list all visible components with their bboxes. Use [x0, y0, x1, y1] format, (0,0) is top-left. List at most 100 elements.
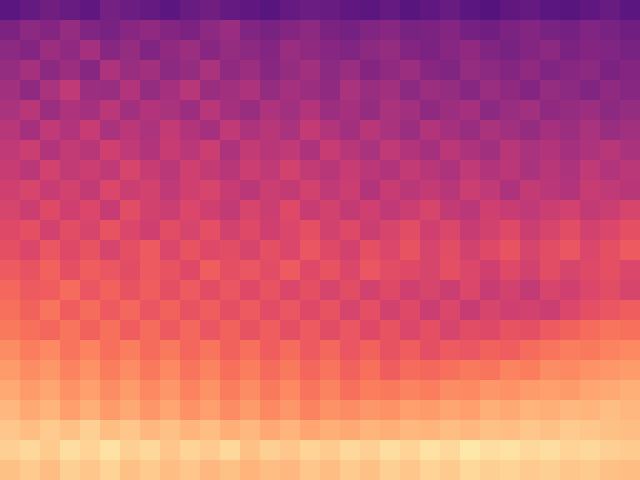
heatmap-cell	[620, 320, 640, 341]
heatmap-cell	[40, 360, 61, 381]
heatmap-cell	[400, 0, 421, 21]
heatmap-cell	[540, 300, 561, 321]
heatmap-cell	[60, 20, 81, 41]
heatmap-cell	[560, 260, 581, 281]
heatmap-cell	[340, 420, 361, 441]
heatmap-cell	[0, 40, 21, 61]
heatmap-cell	[400, 340, 421, 361]
heatmap-cell	[620, 180, 640, 201]
heatmap-cell	[340, 140, 361, 161]
heatmap-cell	[360, 180, 381, 201]
heatmap-cell	[280, 460, 301, 480]
heatmap-cell	[380, 140, 401, 161]
heatmap-cell	[200, 440, 221, 461]
heatmap-cell	[420, 280, 441, 301]
heatmap-cell	[340, 240, 361, 261]
heatmap-cell	[240, 80, 261, 101]
heatmap-cell	[460, 360, 481, 381]
heatmap-cell	[260, 40, 281, 61]
heatmap-cell	[0, 240, 21, 261]
heatmap-cell	[400, 20, 421, 41]
heatmap-cell	[620, 240, 640, 261]
heatmap-cell	[160, 300, 181, 321]
heatmap-cell	[440, 360, 461, 381]
heatmap-cell	[240, 460, 261, 480]
heatmap-cell	[220, 180, 241, 201]
heatmap-cell	[440, 260, 461, 281]
heatmap-cell	[320, 440, 341, 461]
heatmap-cell	[220, 460, 241, 480]
heatmap-cell	[300, 440, 321, 461]
heatmap-cell	[500, 360, 521, 381]
heatmap-cell	[460, 0, 481, 21]
heatmap-cell	[540, 440, 561, 461]
heatmap-cell	[0, 180, 21, 201]
heatmap-cell	[360, 340, 381, 361]
heatmap-cell	[240, 180, 261, 201]
heatmap-cell	[120, 220, 141, 241]
heatmap-cell	[160, 40, 181, 61]
heatmap-cell	[220, 440, 241, 461]
heatmap-cell	[420, 180, 441, 201]
heatmap-cell	[180, 440, 201, 461]
heatmap-cell	[60, 300, 81, 321]
heatmap-cell	[480, 440, 501, 461]
heatmap-cell	[300, 160, 321, 181]
heatmap-cell	[80, 240, 101, 261]
heatmap-cell	[40, 460, 61, 480]
heatmap-cell	[420, 360, 441, 381]
heatmap-cell	[580, 200, 601, 221]
heatmap-cell	[260, 240, 281, 261]
heatmap-cell	[560, 360, 581, 381]
heatmap-cell	[0, 380, 21, 401]
heatmap-cell	[220, 280, 241, 301]
heatmap-cell	[160, 360, 181, 381]
heatmap-cell	[240, 240, 261, 261]
heatmap-cell	[360, 60, 381, 81]
heatmap-cell	[460, 220, 481, 241]
heatmap-cell	[460, 80, 481, 101]
heatmap-cell	[380, 240, 401, 261]
heatmap-cell	[440, 0, 461, 21]
heatmap-cell	[120, 160, 141, 181]
heatmap-cell	[500, 0, 521, 21]
heatmap-cell	[160, 60, 181, 81]
heatmap-cell	[400, 220, 421, 241]
heatmap-cell	[400, 140, 421, 161]
heatmap-cell	[360, 140, 381, 161]
heatmap-cell	[420, 240, 441, 261]
heatmap-cell	[520, 300, 541, 321]
heatmap-cell	[260, 80, 281, 101]
heatmap-cell	[280, 320, 301, 341]
heatmap-cell	[280, 20, 301, 41]
heatmap-cell	[220, 40, 241, 61]
heatmap-cell	[440, 180, 461, 201]
heatmap-cell	[600, 240, 621, 261]
heatmap-cell	[520, 40, 541, 61]
heatmap-cell	[100, 60, 121, 81]
heatmap-cell	[220, 220, 241, 241]
heatmap-cell	[500, 100, 521, 121]
heatmap-cell	[120, 380, 141, 401]
heatmap-cell	[480, 260, 501, 281]
heatmap-cell	[360, 100, 381, 121]
heatmap-cell	[200, 240, 221, 261]
heatmap-cell	[360, 0, 381, 21]
heatmap-cell	[480, 180, 501, 201]
heatmap-cell	[20, 0, 41, 21]
heatmap-cell	[400, 240, 421, 261]
heatmap-cell	[80, 200, 101, 221]
heatmap-cell	[600, 20, 621, 41]
heatmap-cell	[160, 260, 181, 281]
heatmap-cell	[140, 440, 161, 461]
heatmap-cell	[100, 340, 121, 361]
heatmap-cell	[520, 0, 541, 21]
heatmap-cell	[240, 280, 261, 301]
heatmap-cell	[320, 60, 341, 81]
heatmap-cell	[360, 420, 381, 441]
heatmap-cell	[160, 20, 181, 41]
heatmap-cell	[100, 360, 121, 381]
heatmap-cell	[540, 220, 561, 241]
heatmap-cell	[280, 160, 301, 181]
heatmap-cell	[600, 400, 621, 421]
